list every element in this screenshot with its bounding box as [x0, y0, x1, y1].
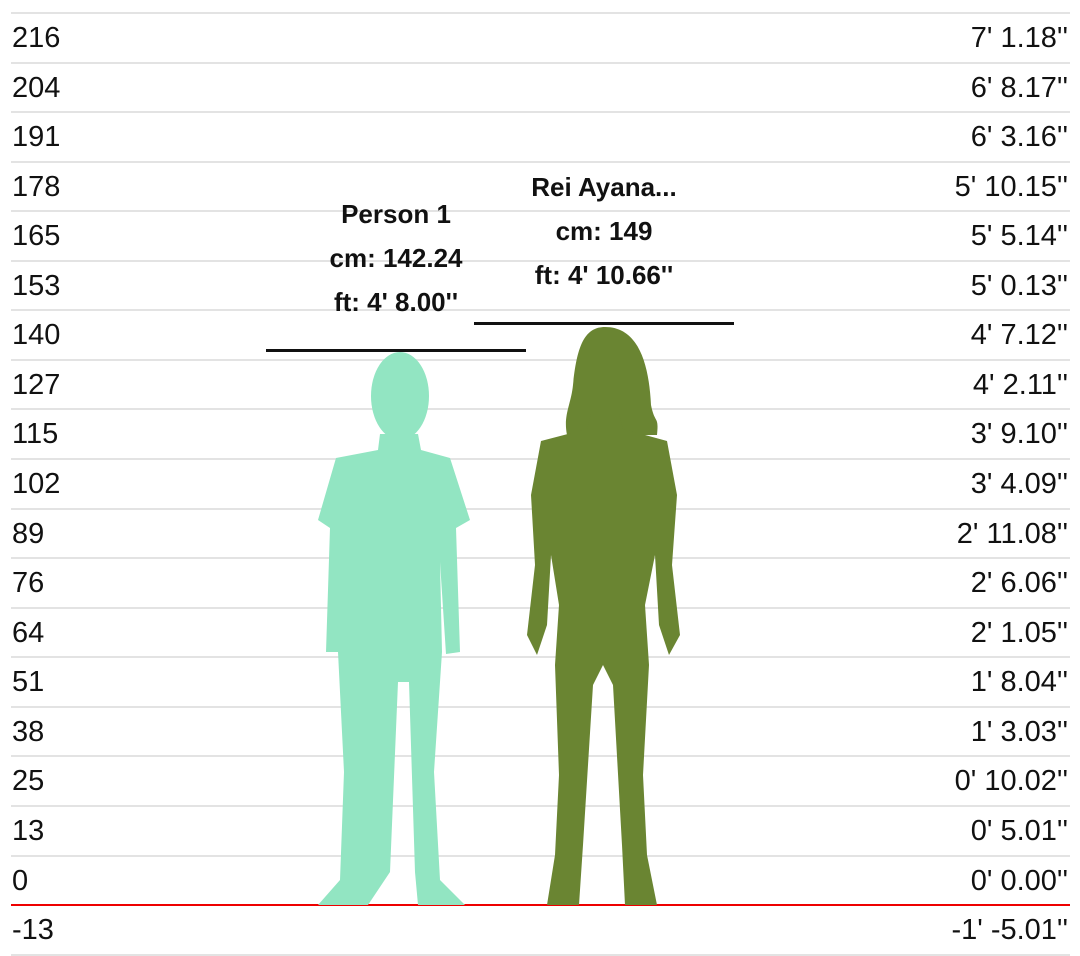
- ft-tick-label: 1' 8.04'': [970, 666, 1068, 699]
- grid-line: [11, 408, 1070, 411]
- person-1-info: Person 1 cm: 142.24 ft: 4' 8.00'': [266, 192, 526, 324]
- grid-line: [11, 160, 1070, 163]
- cm-tick-label: 140: [12, 319, 61, 352]
- cm-tick-label: 64: [12, 616, 45, 649]
- ft-tick-label: 4' 2.11'': [972, 368, 1068, 401]
- ft-tick-label: 5' 10.15'': [954, 170, 1068, 203]
- ft-tick-label: 1' 3.03'': [970, 715, 1068, 748]
- grid-line: [11, 854, 1070, 857]
- cm-tick-label: 204: [12, 71, 61, 104]
- cm-tick-label: 25: [12, 765, 45, 798]
- person-1-silhouette[interactable]: [318, 352, 470, 905]
- ft-tick-label: -1' -5.01'': [951, 914, 1068, 947]
- cm-tick-label: 89: [12, 517, 45, 550]
- grid-line: [11, 210, 1070, 213]
- cm-tick-label: 102: [12, 468, 61, 501]
- person-2-height-line: [474, 322, 734, 325]
- cm-tick-label: -13: [12, 914, 54, 947]
- ft-tick-label: 6' 3.16'': [970, 121, 1068, 154]
- cm-tick-label: 165: [12, 220, 61, 253]
- grid-line: [11, 12, 1070, 14]
- ft-tick-label: 5' 0.13'': [970, 269, 1068, 302]
- person-1-name: Person 1: [341, 199, 451, 229]
- person-2-cm: cm: 149: [555, 216, 653, 246]
- ft-tick-label: 3' 9.10'': [970, 418, 1068, 451]
- cm-tick-label: 38: [12, 715, 45, 748]
- ft-tick-label: 0' 0.00'': [970, 864, 1068, 897]
- grid-line: [11, 804, 1070, 807]
- ft-tick-label: 0' 10.02'': [954, 765, 1068, 798]
- cm-tick-label: 0: [12, 864, 29, 897]
- cm-tick-label: 191: [12, 121, 61, 154]
- cm-tick-label: 115: [12, 418, 59, 451]
- person-2-ft: ft: 4' 10.66'': [534, 260, 674, 290]
- ft-tick-label: 3' 4.09'': [970, 468, 1068, 501]
- grid-line: [11, 705, 1070, 708]
- ft-tick-label: 2' 1.05'': [970, 616, 1068, 649]
- ft-tick-label: 2' 6.06'': [970, 567, 1068, 600]
- ft-tick-label: 6' 8.17'': [970, 71, 1068, 104]
- grid-line: [11, 259, 1070, 262]
- grid-line: [11, 111, 1070, 114]
- person-1-cm: cm: 142.24: [329, 243, 463, 273]
- ft-tick-label: 2' 11.08'': [956, 517, 1068, 550]
- ft-tick-label: 5' 5.14'': [970, 220, 1068, 253]
- person-1-ft: ft: 4' 8.00'': [333, 287, 459, 317]
- ft-tick-label: 4' 7.12'': [970, 319, 1068, 352]
- cm-tick-label: 178: [12, 170, 61, 203]
- grid-line: [11, 309, 1070, 312]
- person-2-silhouette[interactable]: [527, 325, 680, 905]
- person-2-name: Rei Ayana...: [531, 172, 677, 202]
- cm-tick-label: 216: [12, 22, 61, 54]
- grid-line: [11, 656, 1070, 659]
- grid-line: [11, 755, 1070, 758]
- ft-tick-label: 7' 1.18'': [970, 22, 1068, 54]
- ft-tick-label: 0' 5.01'': [970, 814, 1068, 847]
- cm-tick-label: 51: [12, 666, 45, 699]
- cm-tick-label: 127: [12, 368, 61, 401]
- person-1-height-line: [266, 349, 526, 352]
- cm-tick-label: 13: [12, 814, 45, 847]
- cm-tick-label: 76: [12, 567, 45, 600]
- person-2-info: Rei Ayana... cm: 149 ft: 4' 10.66'': [474, 165, 734, 297]
- cm-tick-label: 153: [12, 269, 61, 302]
- grid-line: [11, 358, 1070, 361]
- grid-line: [11, 61, 1070, 64]
- ground-line: [11, 904, 1070, 907]
